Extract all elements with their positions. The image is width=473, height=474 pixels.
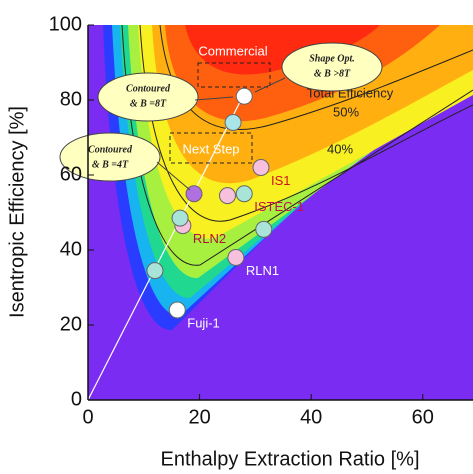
y-tick-label: 40 — [60, 238, 82, 260]
point-label: ISTEC-1 — [254, 199, 304, 214]
point — [255, 220, 273, 238]
point — [168, 301, 186, 319]
x-tick-label: 40 — [300, 406, 322, 428]
y-tick-label: 60 — [60, 163, 82, 185]
point-label: RLN2 — [193, 231, 226, 246]
point — [252, 159, 270, 176]
point — [227, 249, 245, 266]
callout: Contoured & B =8T — [97, 72, 234, 122]
point — [218, 187, 236, 205]
callout: Shape Opt. & B >8T — [254, 42, 383, 93]
callout-text: & B >8T — [314, 68, 351, 79]
point — [146, 262, 164, 280]
y-tick-label: 80 — [60, 88, 82, 110]
callout-text: Contoured — [88, 144, 133, 155]
point — [235, 87, 253, 105]
callout-text: Contoured — [126, 83, 171, 94]
x-tick-label: 60 — [412, 406, 434, 428]
x-tick-label: 0 — [82, 406, 93, 428]
point — [235, 185, 253, 203]
y-axis-title: Isentropic Efficiency [%] — [6, 106, 28, 318]
points: Fuji-1 RLN1 RLN2 ISTEC-1 IS1 — [146, 87, 304, 330]
contour-label: 40% — [327, 141, 353, 156]
y-tick-label: 100 — [49, 13, 82, 35]
callout-text: Shape Opt. — [309, 53, 355, 64]
point-label: Fuji-1 — [187, 315, 220, 330]
region-label: Next Step — [182, 141, 239, 156]
y-tick-label: 0 — [71, 388, 82, 410]
callout-text: & B =8T — [130, 98, 167, 109]
point-label: RLN1 — [246, 263, 279, 278]
x-tick-label: 20 — [188, 406, 210, 428]
point-label: IS1 — [271, 173, 291, 188]
region-label: Commercial — [198, 43, 267, 58]
y-tick-label: 20 — [60, 313, 82, 335]
x-axis-title: Enthalpy Extraction Ratio [%] — [160, 448, 419, 470]
callout-text: & B =4T — [92, 159, 129, 170]
point — [224, 114, 242, 131]
callout: Contoured & B =4T — [59, 132, 191, 191]
contour-label: 50% — [333, 104, 359, 119]
point — [171, 209, 189, 227]
